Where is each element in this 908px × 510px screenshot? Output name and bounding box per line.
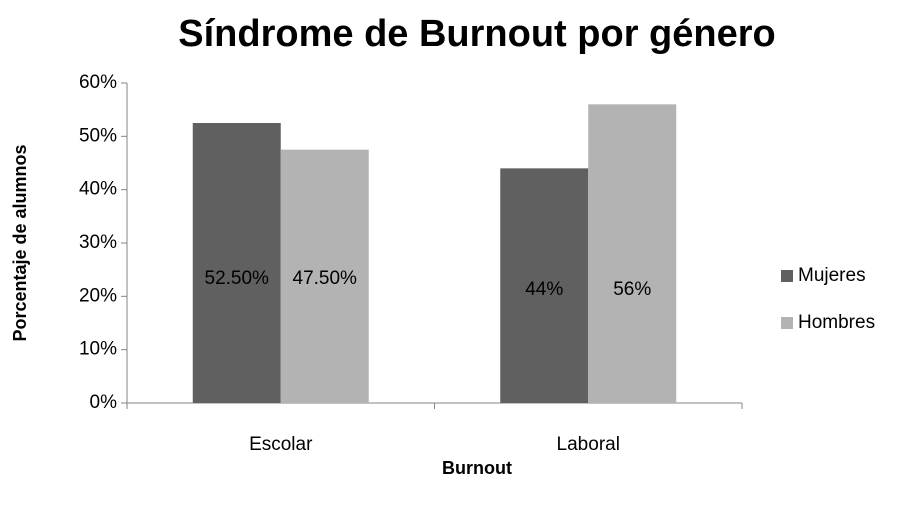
- x-tick-label: Escolar: [249, 434, 313, 455]
- chart-title: Síndrome de Burnout por género: [178, 13, 775, 55]
- legend-label: Hombres: [798, 312, 875, 333]
- data-label: 52.50%: [205, 268, 270, 289]
- y-tick-label: 20%: [79, 285, 117, 306]
- y-tick-label: 10%: [79, 339, 117, 360]
- data-label: 44%: [525, 279, 563, 300]
- data-label: 47.50%: [293, 268, 358, 289]
- bar: [280, 149, 369, 403]
- x-tick-label: Laboral: [557, 434, 620, 455]
- y-axis-title: Porcentaje de alumnos: [10, 144, 30, 341]
- legend-swatch: [781, 317, 793, 329]
- y-tick-label: 0%: [90, 392, 118, 413]
- legend-swatch: [781, 270, 793, 282]
- y-tick-label: 60%: [79, 72, 117, 93]
- x-axis-title: Burnout: [442, 458, 512, 478]
- y-tick-label: 50%: [79, 125, 117, 146]
- data-label: 56%: [613, 279, 651, 300]
- y-tick-label: 40%: [79, 179, 117, 200]
- bar: [192, 123, 281, 403]
- bar: [588, 104, 677, 403]
- bar: [500, 168, 589, 403]
- legend-label: Mujeres: [798, 265, 866, 286]
- y-tick-label: 30%: [79, 232, 117, 253]
